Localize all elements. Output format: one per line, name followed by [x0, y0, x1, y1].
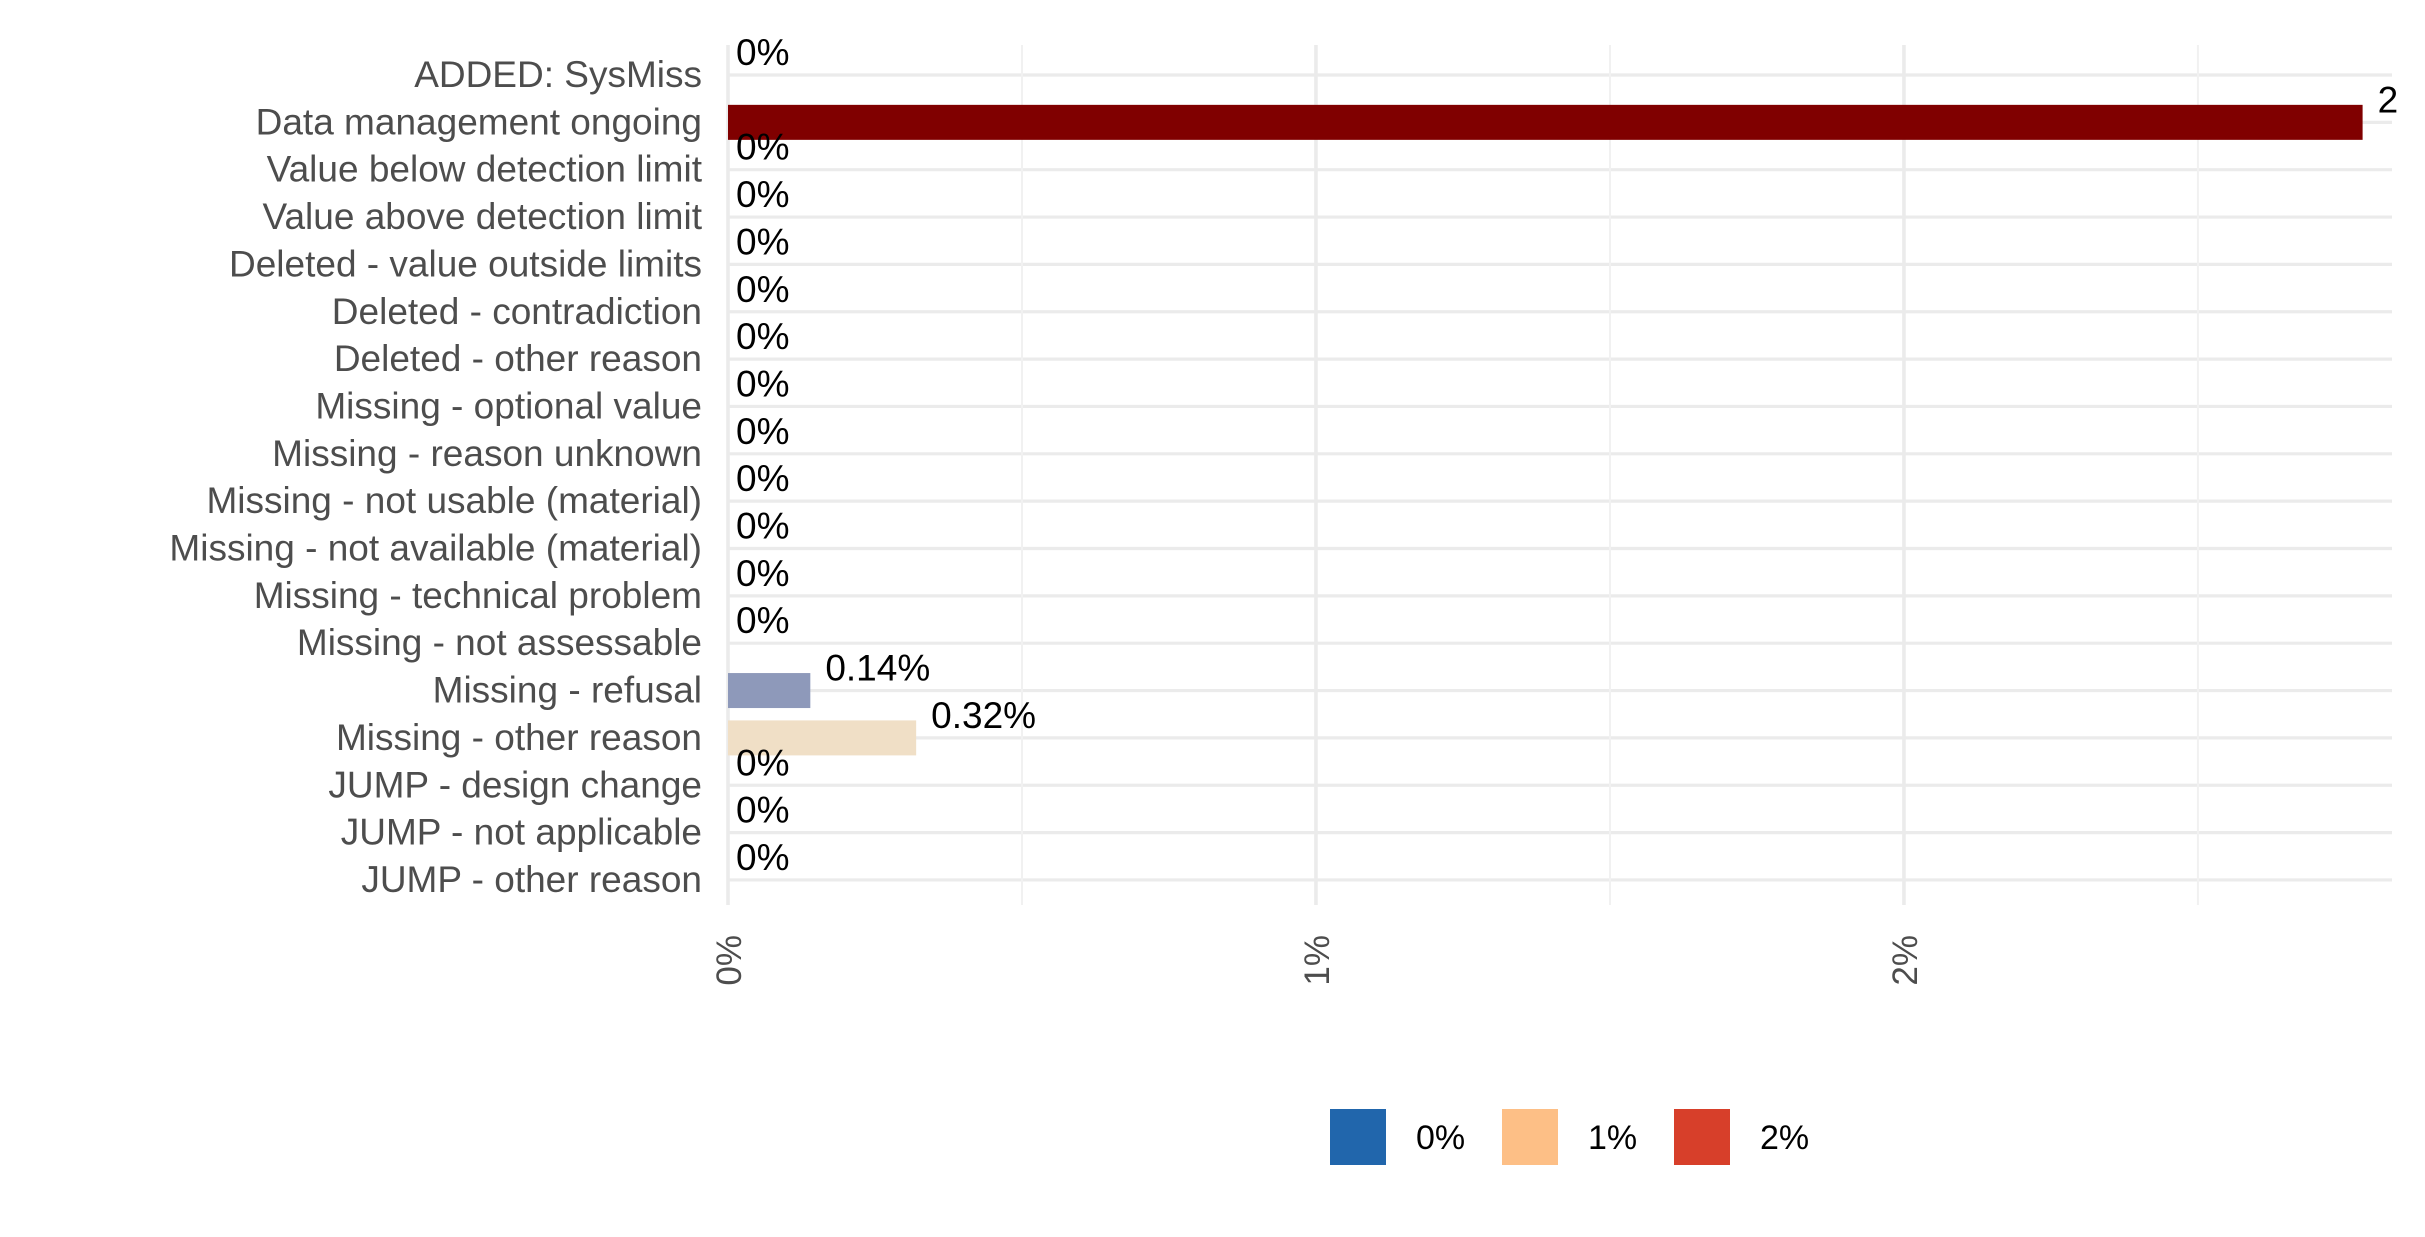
category-label: Missing - not available (material) [169, 528, 702, 569]
data-label: 0% [736, 174, 789, 215]
category-label: Missing - other reason [336, 717, 702, 758]
legend-swatch [1502, 1109, 1558, 1165]
data-label: 0% [736, 32, 789, 73]
data-label: 0% [736, 127, 789, 168]
data-label: 0.14% [825, 648, 930, 689]
category-label: Value above detection limit [263, 196, 703, 237]
data-label: 0.32% [931, 695, 1036, 736]
data-label: 0% [736, 837, 789, 878]
data-label: 0% [736, 363, 789, 404]
category-label: Data management ongoing [256, 101, 702, 142]
category-label: Missing - not assessable [297, 622, 702, 663]
category-label: JUMP - not applicable [341, 812, 702, 853]
legend-label: 2% [1760, 1119, 1809, 1157]
grid-layer [726, 45, 2392, 905]
data-label: 0% [736, 790, 789, 831]
bar [728, 104, 2363, 140]
category-label: Deleted - value outside limits [229, 243, 702, 284]
x-tick-label: 0% [710, 935, 749, 986]
category-label: Deleted - contradiction [332, 291, 702, 332]
data-label: 2 [2378, 79, 2399, 120]
bar [728, 720, 917, 756]
legend: 0% 1% 2% [1330, 1109, 1809, 1165]
data-label: 0% [736, 411, 789, 452]
data-label: 0% [736, 316, 789, 357]
category-label: JUMP - other reason [361, 859, 702, 900]
category-label: Missing - refusal [433, 670, 702, 711]
category-label-layer: ADDED: SysMiss Data management ongoing Val… [169, 54, 702, 900]
bar [728, 673, 811, 709]
data-label-layer: 0% 2 0% 0% 0% 0% 0% 0% 0% 0% 0% 0% 0% 0.14%0.32% 0% 0% 0… [736, 32, 2398, 878]
data-label: 0% [736, 506, 789, 547]
legend-label: 1% [1588, 1119, 1637, 1157]
legend-label: 0% [1416, 1119, 1465, 1157]
category-label: Value below detection limit [267, 149, 703, 190]
bar-layer [728, 104, 2363, 756]
legend-swatch [1674, 1109, 1730, 1165]
data-label: 0% [736, 269, 789, 310]
category-label: Missing - reason unknown [272, 433, 702, 474]
category-label: Deleted - other reason [334, 338, 702, 379]
x-tick-label: 1% [1298, 935, 1337, 986]
category-label: ADDED: SysMiss [414, 54, 702, 95]
data-label: 0% [736, 600, 789, 641]
legend-swatch [1330, 1109, 1386, 1165]
category-label: Missing - technical problem [254, 575, 702, 616]
data-label: 0% [736, 742, 789, 783]
category-label: JUMP - design change [328, 764, 702, 805]
data-label: 0% [736, 553, 789, 594]
x-tick-label-layer: 0% 1% 2% [710, 935, 1925, 986]
data-label: 0% [736, 458, 789, 499]
data-label: 0% [736, 221, 789, 262]
category-label: Missing - optional value [315, 385, 702, 426]
category-label: Missing - not usable (material) [206, 480, 702, 521]
x-tick-label: 2% [1886, 935, 1925, 986]
